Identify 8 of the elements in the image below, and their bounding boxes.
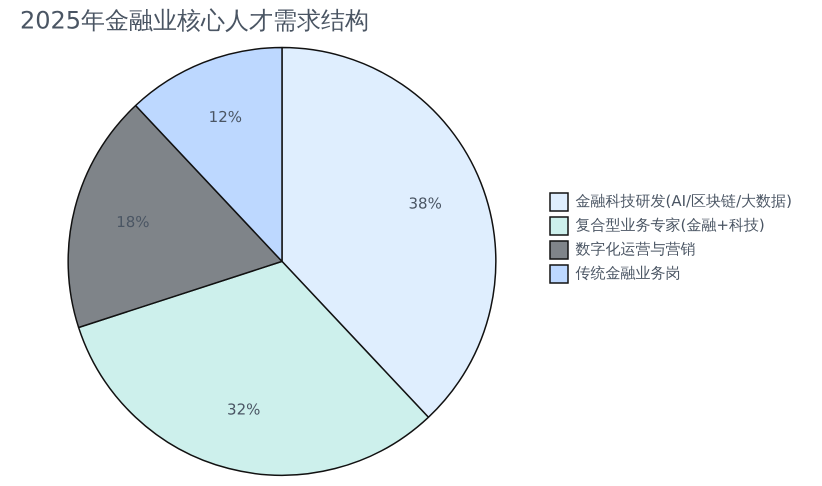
data-label: 12% (208, 108, 242, 126)
legend-label: 数字化运营与营销 (576, 240, 696, 258)
legend-label: 复合型业务专家(金融+科技) (576, 216, 765, 234)
data-label: 38% (408, 194, 442, 213)
legend-label: 传统金融业务岗 (576, 264, 681, 282)
legend-label: 金融科技研发(AI/区块链/大数据) (576, 192, 792, 210)
chart-title: 2025年金融业核心人才需求结构 (20, 6, 370, 35)
data-label: 32% (227, 400, 260, 418)
